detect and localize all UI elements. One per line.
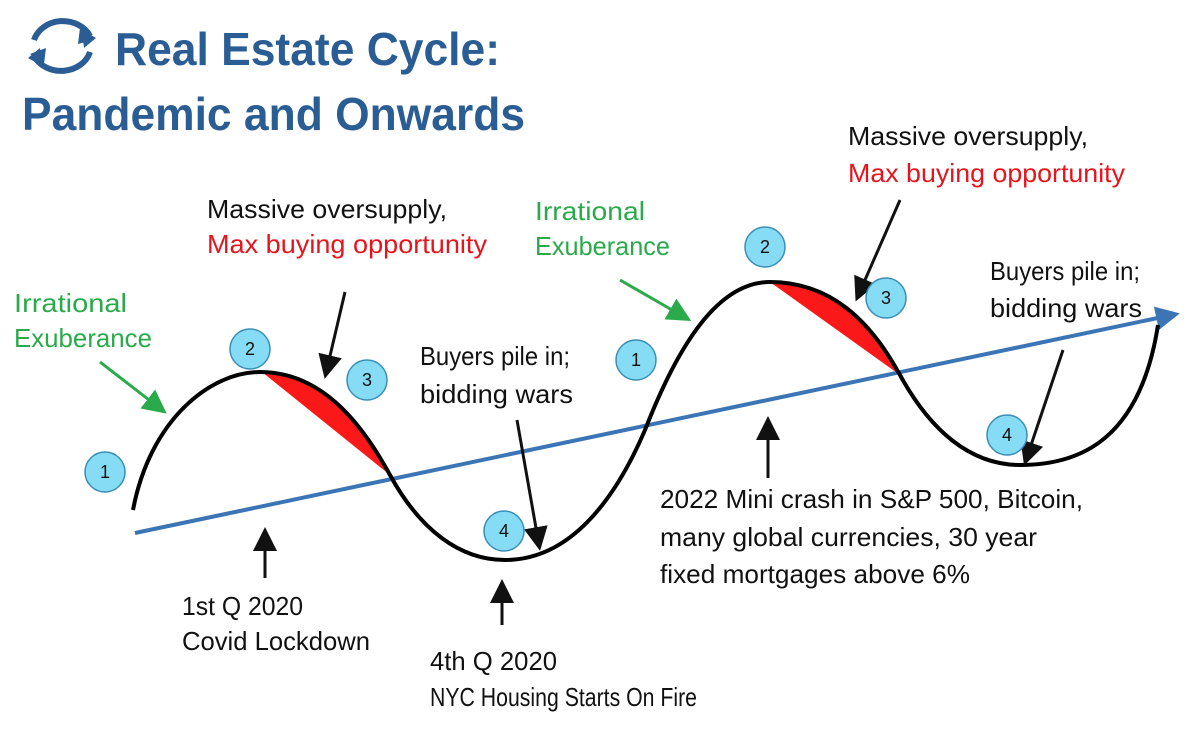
event-label: Covid Lockdown — [182, 626, 370, 656]
phase-label: Irrational — [14, 288, 127, 318]
event-label: 1st Q 2020 — [182, 591, 303, 621]
marker-label: 4 — [499, 521, 509, 541]
phase-label: Max buying opportunity — [207, 229, 487, 259]
markers: 1 2 3 4 1 2 3 4 — [84, 226, 1028, 552]
phase-label: Massive oversupply, — [848, 121, 1088, 151]
phase-label: Massive oversupply, — [207, 194, 447, 224]
cycle-icon — [28, 18, 96, 74]
phase-label: bidding wars — [990, 293, 1142, 323]
marker-label: 1 — [631, 350, 641, 370]
marker-label: 3 — [362, 370, 372, 390]
phase-label: Irrational — [535, 196, 645, 226]
oversupply-area — [262, 372, 390, 475]
phase-label: Exuberance — [535, 231, 670, 261]
title-line: Real Estate Cycle: — [115, 23, 500, 75]
phase-label: Buyers pile in; — [990, 256, 1140, 286]
phase-label: Exuberance — [14, 323, 152, 353]
trend-line — [134, 306, 1180, 535]
cycle-wave — [131, 279, 1160, 563]
title-line: Pandemic and Onwards — [22, 88, 525, 140]
arrows — [99, 199, 1065, 625]
phase-label: Max buying opportunity — [848, 158, 1125, 188]
marker-label: 1 — [100, 462, 110, 482]
marker-label: 2 — [245, 339, 255, 359]
marker-label: 3 — [881, 288, 891, 308]
oversupply-area — [770, 282, 900, 375]
event-label: 2022 Mini crash in S&P 500, Bitcoin, — [660, 484, 1083, 514]
phase-label: bidding wars — [420, 379, 573, 409]
event-label: NYC Housing Starts On Fire — [430, 682, 697, 712]
marker-label: 4 — [1002, 425, 1012, 445]
phase-label: Buyers pile in; — [420, 341, 570, 371]
marker-label: 2 — [760, 237, 770, 257]
event-label: 4th Q 2020 — [430, 646, 557, 676]
event-label: fixed mortgages above 6% — [660, 559, 970, 589]
event-label: many global currencies, 30 year — [660, 522, 1037, 552]
